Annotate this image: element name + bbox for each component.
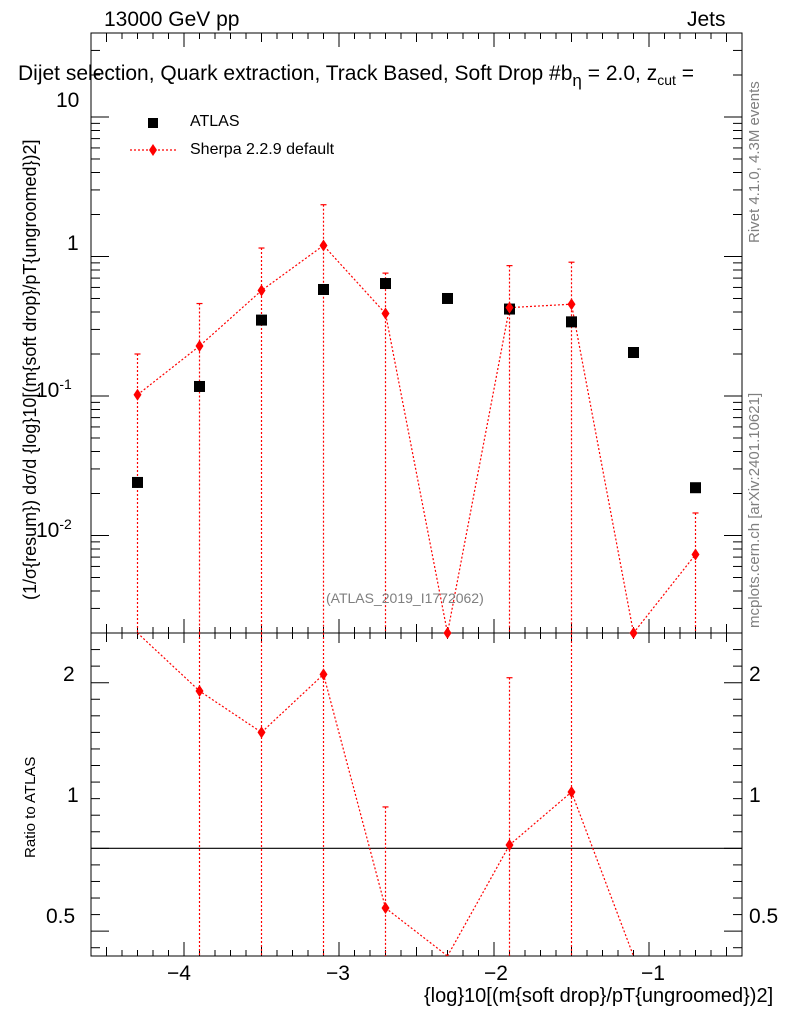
y-axis-title-main: (1/σ{resum}) dσ/d {log}10[(m{soft drop}/… (20, 139, 40, 601)
ratio-tick-label-0.5-right: 0.5 (749, 905, 779, 928)
atlas-point (442, 292, 453, 304)
x-tick-label-minus4: −4 (167, 962, 191, 985)
mc-ratio-point (567, 786, 576, 799)
mc-main-point (505, 301, 514, 314)
y-tick-label-10: 10 (56, 89, 80, 112)
ratio-tick-label-0.5-left: 0.5 (46, 905, 76, 928)
legend-atlas-label: ATLAS (190, 113, 240, 130)
mc-main-point (443, 627, 452, 639)
atlas-point (132, 476, 143, 488)
y-tick-label-0.1-exp: -1 (59, 376, 72, 392)
mc-main-point (629, 627, 638, 639)
mc-main-line (137, 244, 696, 635)
energy-label: 13000 GeV pp (104, 8, 240, 31)
mc-points (133, 239, 700, 914)
ratio-tick-label-1-left: 1 (67, 784, 79, 807)
plot-title-beta: η (572, 71, 582, 90)
mc-main-point (691, 548, 700, 561)
atlas-point (690, 482, 701, 494)
rivet-version-label: Rivet 4.1.0, 4.3M events (746, 81, 763, 243)
atlas-point (194, 380, 205, 392)
mc-ratio-line-left (137, 632, 387, 909)
mc-main-point (257, 284, 266, 297)
legend-mc-marker (149, 144, 157, 156)
atlas-point (628, 347, 639, 359)
atlas-point (566, 316, 577, 328)
mc-ratio-point (195, 684, 204, 697)
mc-ratio-offscale-segment (446, 844, 511, 957)
analysis-watermark: (ATLAS_2019_I1772062) (326, 590, 484, 606)
main-panel-frame (90, 32, 743, 634)
mc-main-point (195, 340, 204, 353)
mc-ratio-offscale-segment (570, 791, 635, 957)
mc-main-point (319, 239, 328, 252)
atlas-point (318, 283, 329, 295)
mcplots-label: mcplots.cern.ch [arXiv:2401.10621] (746, 392, 763, 628)
mc-ratio-point (257, 726, 266, 739)
mc-error-bars (134, 204, 699, 956)
y-tick-label-0.01-base: 10 (36, 519, 60, 542)
mc-ratio-point (505, 839, 514, 852)
plot-title-sub: cut (657, 72, 676, 89)
plot-title-end: = (681, 62, 694, 85)
mc-lines (137, 244, 696, 957)
plot-title-main: Dijet selection, Quark extraction, Track… (18, 62, 573, 85)
ratio-tick-label-2-right: 2 (749, 663, 761, 686)
y-tick-label-0.1-base: 10 (36, 379, 60, 402)
mc-ratio-line-right (509, 791, 572, 846)
ratio-panel-frame (90, 632, 743, 957)
legend (130, 118, 176, 156)
mc-main-point (133, 388, 142, 401)
x-tick-label-minus3: −3 (326, 962, 350, 985)
atlas-point (256, 314, 267, 326)
x-axis-title: {log}10[(m{soft drop}/pT{ungroomed})2] (424, 985, 774, 1007)
atlas-points (132, 278, 701, 494)
y-tick-label-0.1: 10-1 (36, 376, 72, 403)
y-tick-label-0.01: 10-2 (36, 516, 72, 543)
y-axis-title-ratio: Ratio to ATLAS (22, 756, 39, 858)
mc-ratio-point (381, 901, 390, 914)
plot-title: Dijet selection, Quark extraction, Track… (18, 62, 694, 90)
legend-mc-label: Sherpa 2.2.9 default (190, 141, 335, 158)
legend-atlas-marker (148, 118, 158, 128)
y-tick-label-0.01-exp: -2 (59, 516, 72, 532)
mc-main-point (381, 307, 390, 320)
ratio-tick-label-1-right: 1 (749, 784, 761, 807)
x-tick-label-minus2: −2 (484, 962, 508, 985)
mc-main-point (567, 298, 576, 311)
y-tick-label-1: 1 (67, 232, 79, 255)
x-tick-label-minus1: −1 (641, 962, 665, 985)
mc-ratio-point (319, 668, 328, 681)
mc-ratio-offscale-segment (385, 907, 448, 957)
axis-ticks (91, 32, 742, 956)
category-label: Jets (687, 8, 726, 31)
atlas-point (380, 278, 391, 290)
ratio-tick-label-2-left: 2 (63, 663, 75, 686)
plot-title-tail: = 2.0, z (587, 62, 658, 85)
